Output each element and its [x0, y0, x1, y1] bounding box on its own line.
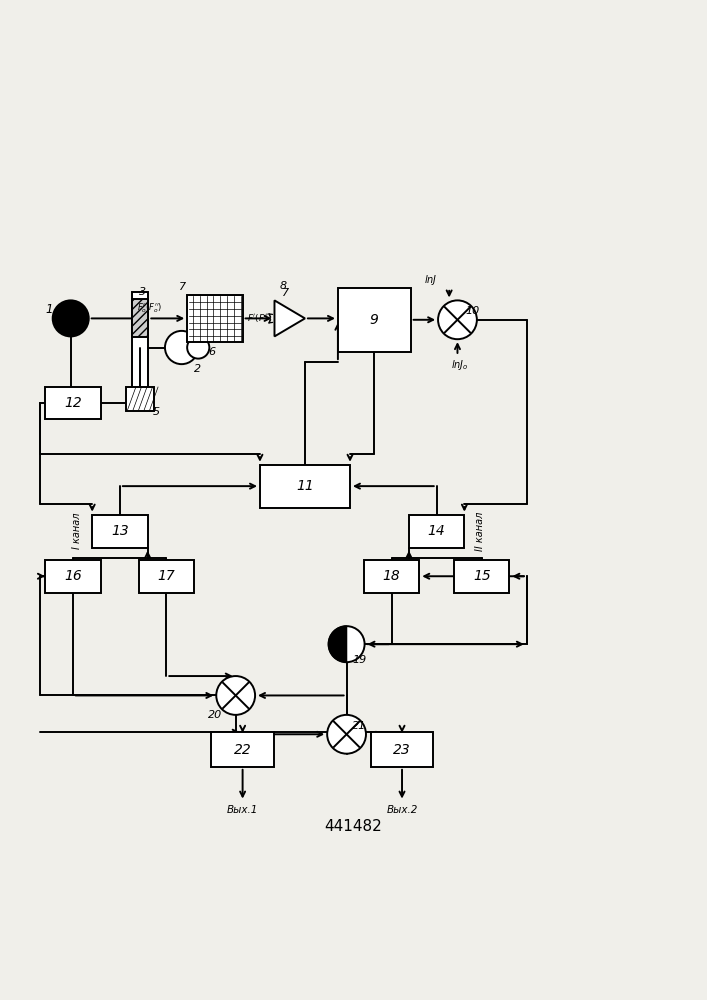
Text: II канал: II канал	[474, 512, 484, 551]
Text: $F'(F'')$: $F'(F'')$	[247, 312, 272, 324]
Circle shape	[327, 715, 366, 754]
Text: 2: 2	[194, 364, 201, 374]
Circle shape	[329, 626, 365, 662]
Text: 21: 21	[352, 721, 366, 731]
Bar	[409, 515, 464, 548]
Text: 13: 13	[111, 524, 129, 538]
Text: 10: 10	[466, 306, 480, 316]
Polygon shape	[329, 626, 346, 662]
Text: 12: 12	[64, 396, 82, 410]
Bar	[139, 560, 194, 593]
Text: 1: 1	[46, 303, 53, 316]
Circle shape	[187, 336, 209, 359]
Text: 9: 9	[370, 313, 379, 327]
Bar	[187, 295, 243, 342]
Polygon shape	[274, 300, 305, 336]
Bar	[132, 299, 148, 337]
Text: Вых.2: Вых.2	[386, 805, 418, 815]
Text: 4: 4	[81, 315, 88, 325]
Text: 5: 5	[153, 407, 160, 417]
Bar	[132, 292, 148, 410]
Text: 17: 17	[158, 569, 175, 583]
Bar	[371, 732, 433, 767]
Text: 6: 6	[208, 347, 215, 357]
Text: 441482: 441482	[325, 819, 382, 834]
Bar	[45, 560, 100, 593]
Text: 19: 19	[352, 655, 366, 665]
Text: 3: 3	[139, 287, 146, 297]
Text: Вых.1: Вых.1	[227, 805, 258, 815]
Bar	[454, 560, 510, 593]
Text: $F_o'(F_o'')$: $F_o'(F_o'')$	[137, 301, 163, 315]
Text: 20: 20	[208, 710, 222, 720]
Text: $ln J_o$: $ln J_o$	[452, 358, 469, 372]
Bar	[126, 387, 154, 411]
Text: 16: 16	[64, 569, 82, 583]
Text: 7: 7	[179, 282, 186, 292]
Text: 8: 8	[279, 281, 286, 291]
Bar	[338, 288, 411, 352]
Text: 7: 7	[282, 288, 289, 298]
Circle shape	[165, 331, 198, 364]
Text: 23: 23	[393, 743, 411, 757]
Circle shape	[438, 300, 477, 339]
Text: 14: 14	[428, 524, 445, 538]
Circle shape	[53, 300, 89, 336]
Text: $ln J$: $ln J$	[424, 273, 438, 287]
Bar	[45, 387, 100, 419]
Bar	[92, 515, 148, 548]
Bar	[211, 732, 274, 767]
Text: 15: 15	[473, 569, 491, 583]
Text: 22: 22	[234, 743, 252, 757]
Text: 18: 18	[382, 569, 400, 583]
Text: 11: 11	[296, 479, 314, 493]
Bar	[260, 465, 350, 508]
Circle shape	[216, 676, 255, 715]
Text: I канал: I канал	[72, 513, 82, 549]
Bar	[364, 560, 419, 593]
